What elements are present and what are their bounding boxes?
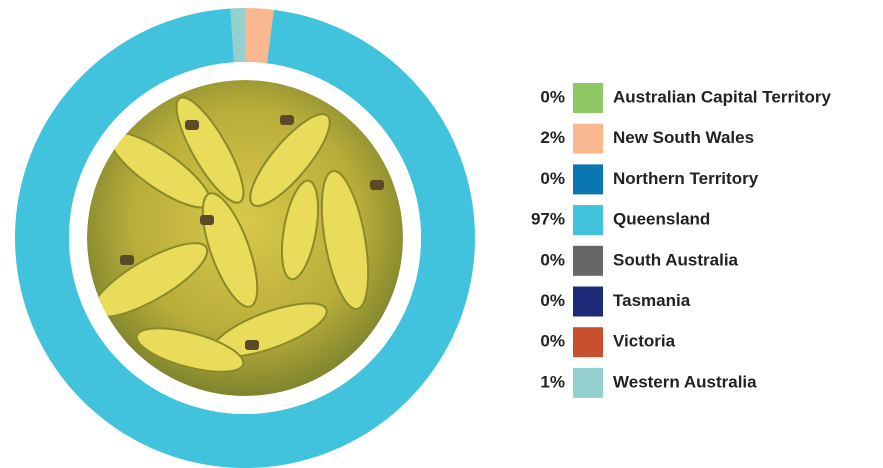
legend: 0% Australian Capital Territory 2% New Sout… xyxy=(531,83,831,398)
legend-label: Victoria xyxy=(613,332,676,351)
legend-swatch xyxy=(573,368,603,398)
value-label: 0% xyxy=(540,291,565,310)
legend-swatch xyxy=(573,287,603,317)
legend-label: Australian Capital Territory xyxy=(613,87,831,106)
value-label: 0% xyxy=(540,169,565,188)
value-label: 0% xyxy=(540,332,565,351)
legend-swatch xyxy=(573,83,603,113)
legend-label: Northern Territory xyxy=(613,169,759,188)
chart: 0% Australian Capital Territory 2% New Sout… xyxy=(0,0,883,468)
legend-label: New South Wales xyxy=(613,128,754,147)
value-label: 2% xyxy=(540,128,565,147)
legend-label: Queensland xyxy=(613,210,710,229)
legend-label: Western Australia xyxy=(613,372,757,391)
legend-swatch xyxy=(573,124,603,154)
value-label: 0% xyxy=(540,87,565,106)
legend-swatch xyxy=(573,164,603,194)
value-label: 0% xyxy=(540,250,565,269)
legend-swatch xyxy=(573,327,603,357)
value-label: 97% xyxy=(531,210,565,229)
legend-label: Tasmania xyxy=(613,291,691,310)
legend-swatch xyxy=(573,205,603,235)
legend-swatch xyxy=(573,246,603,276)
value-label: 1% xyxy=(540,372,565,391)
legend-label: South Australia xyxy=(613,250,739,269)
